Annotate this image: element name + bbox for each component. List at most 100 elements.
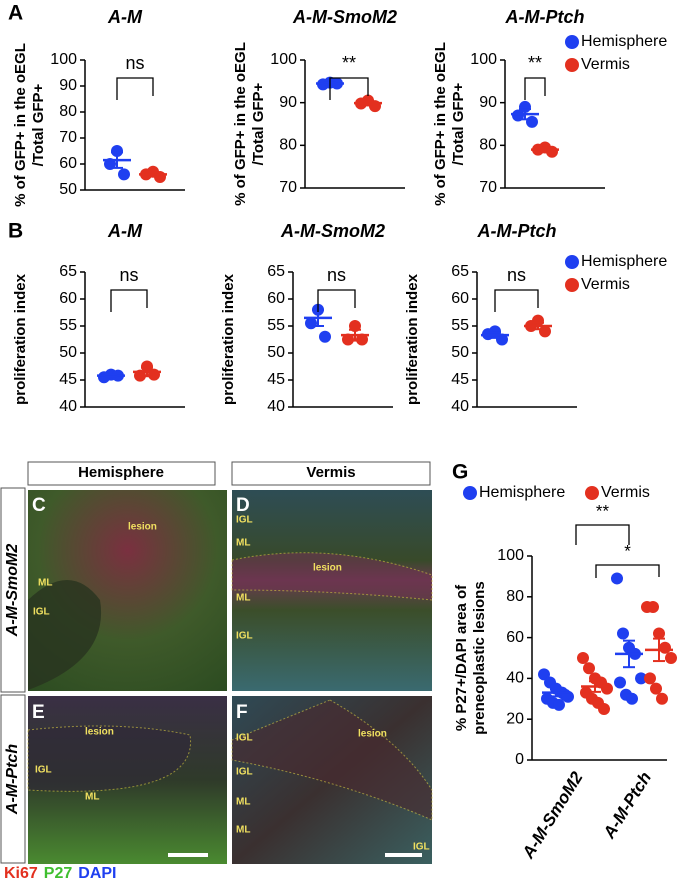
significance-bracket <box>110 289 148 312</box>
legend-marker <box>565 35 579 49</box>
y-tick-label: 100 <box>470 51 497 68</box>
data-point <box>118 168 130 181</box>
data-point <box>626 692 638 705</box>
significance-label: * <box>624 541 631 560</box>
data-point <box>111 145 123 157</box>
y-axis-label: % P27+/DAPI area of <box>453 584 470 731</box>
region-label: lesion <box>128 522 157 533</box>
y-axis-label: % of GFP+ in the oEGL <box>232 42 249 206</box>
region-label: IGL <box>236 515 253 526</box>
y-tick-label: 40 <box>267 398 285 415</box>
significance-bracket <box>595 564 660 578</box>
tissue-region <box>28 580 102 690</box>
region-label: IGL <box>413 842 430 853</box>
y-axis-label: /Total GFP+ <box>450 82 467 165</box>
data-point <box>598 703 610 715</box>
region-label: IGL <box>236 631 253 642</box>
significance-label: ns <box>119 265 138 285</box>
y-tick-label: 55 <box>59 317 77 334</box>
y-tick-label: 70 <box>59 129 77 146</box>
data-point <box>496 333 508 346</box>
significance-bracket <box>494 289 539 312</box>
tissue-region <box>27 725 192 792</box>
significance-label: ns <box>327 265 346 285</box>
y-tick-label: 60 <box>59 290 77 307</box>
legend-marker <box>565 58 579 72</box>
data-point <box>611 572 623 585</box>
y-tick-label: 100 <box>497 547 524 564</box>
data-point <box>653 627 665 640</box>
y-tick-label: 0 <box>515 751 524 768</box>
data-point <box>577 652 589 664</box>
data-point <box>319 330 331 343</box>
micrograph-letter: E <box>32 702 45 723</box>
data-point <box>526 115 538 128</box>
y-tick-label: 60 <box>506 629 524 646</box>
significance-label: ** <box>342 53 356 73</box>
y-axis-label: proliferation index <box>220 273 237 405</box>
region-label: lesion <box>85 727 114 738</box>
column-box <box>27 461 216 486</box>
y-tick-label: 20 <box>506 710 524 727</box>
significance-label: ns <box>125 53 144 73</box>
y-tick-label: 65 <box>267 263 285 280</box>
y-tick-label: 100 <box>50 51 77 68</box>
panel-letter: G <box>452 461 468 484</box>
y-axis-label: preneoplastic lesions <box>471 581 488 734</box>
data-point <box>614 676 626 689</box>
y-tick-label: 80 <box>506 588 524 605</box>
region-label: IGL <box>236 767 253 778</box>
legend-marker <box>565 278 579 292</box>
legend-label: Vermis <box>601 484 650 501</box>
data-point <box>617 627 629 640</box>
significance-bracket <box>524 77 546 100</box>
region-label: ML <box>38 578 52 589</box>
data-point <box>601 682 613 695</box>
micrograph-letter: F <box>236 702 248 723</box>
micrograph-frames <box>0 461 433 864</box>
region-label: ML <box>85 792 99 803</box>
region-label: IGL <box>33 607 50 618</box>
chart-title: A-M-Ptch <box>477 221 557 241</box>
stain-label: Ki67 <box>4 865 38 882</box>
y-tick-label: 70 <box>279 179 297 196</box>
significance-label: ** <box>596 501 610 520</box>
stain-label: P27 <box>44 865 73 882</box>
y-tick-label: 65 <box>59 263 77 280</box>
region-label: IGL <box>35 765 52 776</box>
y-tick-label: 90 <box>279 94 297 111</box>
legend-label: Hemisphere <box>479 484 565 501</box>
micrograph-letter: C <box>32 495 46 516</box>
row-box <box>0 694 26 864</box>
column-box <box>231 461 431 486</box>
y-tick-label: 55 <box>267 317 285 334</box>
row-header: A-M-SmoM2 <box>4 544 21 638</box>
column-header: Hemisphere <box>78 464 164 481</box>
y-tick-label: 60 <box>59 155 77 172</box>
y-tick-label: 90 <box>479 94 497 111</box>
significance-bracket <box>329 77 369 100</box>
y-tick-label: 80 <box>59 103 77 120</box>
row-header: A-M-Ptch <box>4 744 21 815</box>
y-tick-label: 40 <box>59 398 77 415</box>
data-point <box>659 641 671 654</box>
chart-title: A-M-Ptch <box>505 7 585 27</box>
y-tick-label: 60 <box>451 290 469 307</box>
data-point <box>656 692 668 705</box>
legend-label: Vermis <box>581 56 630 73</box>
x-tick-label: A-M-Ptch <box>599 768 655 842</box>
data-point <box>148 368 160 381</box>
row-box <box>0 487 26 693</box>
significance-label: ** <box>528 53 542 73</box>
y-axis-label: % of GFP+ in the oEGL <box>432 42 449 206</box>
y-axis-label: proliferation index <box>12 273 29 405</box>
region-label: lesion <box>313 563 342 574</box>
micrograph-letter: D <box>236 495 250 516</box>
significance-bracket <box>317 289 356 312</box>
tissue-region <box>231 699 433 821</box>
y-tick-label: 65 <box>451 263 469 280</box>
y-tick-label: 40 <box>506 670 524 687</box>
region-label: IGL <box>236 733 253 744</box>
chart-title: A-M <box>107 7 143 27</box>
chart-title: A-M-SmoM2 <box>280 221 385 241</box>
